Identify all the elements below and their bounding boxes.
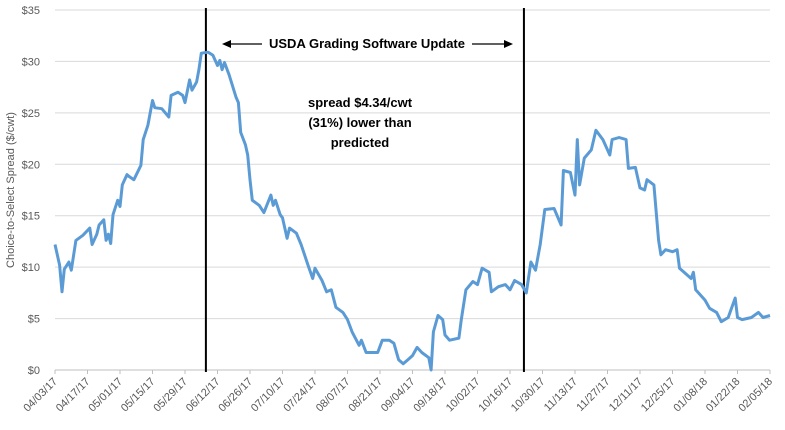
- x-tick-label: 06/26/17: [216, 376, 255, 415]
- y-tick-label: $30: [22, 56, 40, 68]
- x-tick-label: 12/11/17: [607, 376, 645, 414]
- x-tick-label: 05/29/17: [151, 376, 190, 415]
- x-tick-label: 06/12/17: [184, 376, 223, 415]
- x-tick-label: 09/04/17: [379, 376, 418, 415]
- x-tick-label: 10/02/17: [444, 376, 483, 415]
- x-tick-label: 02/05/18: [736, 376, 775, 415]
- x-tick-label: 07/24/17: [281, 376, 320, 415]
- x-tick-label: 05/15/17: [119, 376, 158, 415]
- note-line: predicted: [331, 135, 390, 150]
- period-arrows: [222, 40, 513, 48]
- x-tick-label: 08/21/17: [346, 376, 385, 415]
- note-line: (31%) lower than: [308, 115, 411, 130]
- x-tick-label: 09/18/17: [411, 376, 450, 415]
- x-tick-label: 10/16/17: [476, 376, 515, 415]
- x-tick-label: 11/13/17: [542, 376, 580, 414]
- x-tick-label: 10/30/17: [509, 376, 548, 415]
- y-tick-label: $35: [22, 5, 40, 17]
- x-tick-label: 04/03/17: [21, 376, 60, 415]
- y-tick-label: $20: [22, 159, 40, 171]
- y-tick-label: $5: [28, 314, 40, 326]
- y-tick-label: $25: [22, 108, 40, 120]
- x-tick-label: 08/07/17: [314, 376, 353, 415]
- period-annotation: USDA Grading Software Update: [269, 36, 465, 51]
- x-tick-label: 11/27/17: [574, 376, 612, 414]
- x-tick-label: 01/08/18: [671, 376, 710, 415]
- x-tick-label: 04/17/17: [54, 376, 93, 415]
- y-tick-label: $10: [22, 262, 40, 274]
- x-tick-label: 12/25/17: [639, 376, 678, 415]
- y-tick-label: $0: [28, 365, 40, 377]
- note-line: spread $4.34/cwt: [308, 95, 413, 110]
- x-tick-label: 05/01/17: [86, 376, 125, 415]
- y-tick-label: $15: [22, 211, 40, 223]
- y-axis-label: Choice-to-Select Spread ($/cwt): [5, 112, 17, 268]
- x-tick-label: 07/10/17: [249, 376, 288, 415]
- series-line: [53, 50, 771, 372]
- x-tick-label: 01/22/18: [704, 376, 743, 415]
